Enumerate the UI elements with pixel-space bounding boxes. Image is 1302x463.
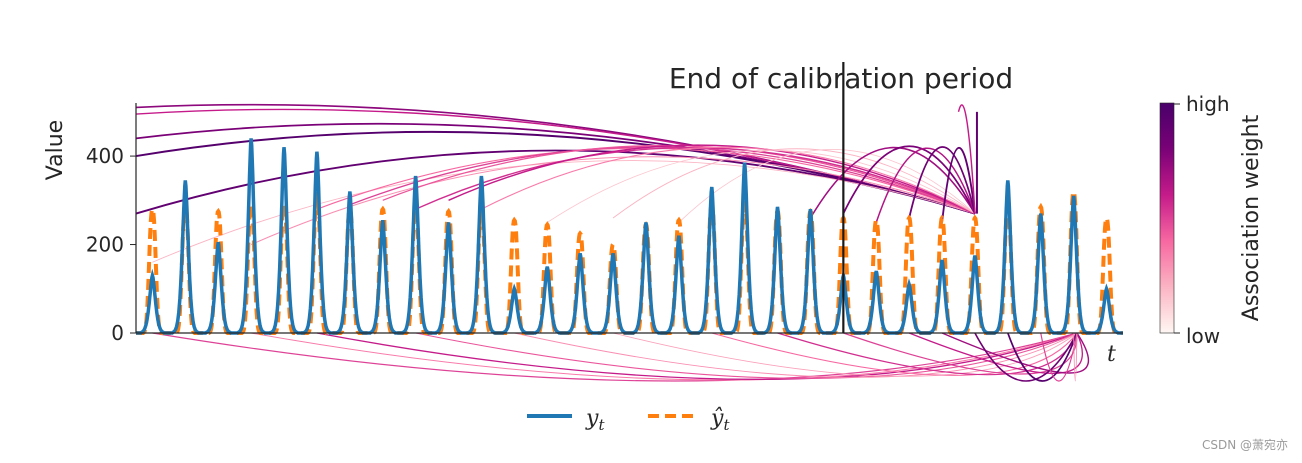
axes: 0 200 400 xyxy=(86,62,1123,345)
colorbar-bar xyxy=(1159,102,1175,334)
association-arc-top xyxy=(448,144,976,215)
association-arc-top xyxy=(612,148,976,219)
association-arc-top xyxy=(842,145,976,214)
association-arc-top xyxy=(678,149,976,223)
legend-label-yhat-sub: t xyxy=(723,416,730,434)
association-arc-top xyxy=(152,160,976,263)
association-arc-bottom xyxy=(316,332,1078,380)
association-arc-bottom xyxy=(415,332,1078,379)
colorbar-low-label: low xyxy=(1186,324,1220,348)
legend-label-y: yt xyxy=(585,406,605,434)
colorbar-label: Association weight xyxy=(1239,114,1264,321)
association-arc-top xyxy=(481,146,976,215)
association-arc-bottom xyxy=(251,332,1078,381)
legend-label-yhat: ŷt xyxy=(710,406,730,434)
association-arc-bottom xyxy=(908,332,1083,374)
series-lines xyxy=(136,138,1123,335)
legend: yt ŷt xyxy=(527,406,730,434)
colorbar-high-label: high xyxy=(1186,92,1230,116)
colorbar: high low Association weight xyxy=(1159,92,1264,348)
association-arcs xyxy=(135,103,1089,382)
association-arc-bottom xyxy=(514,332,1078,378)
association-arc-top xyxy=(316,147,976,215)
watermark: CSDN @萧宛亦 xyxy=(1202,437,1288,452)
legend-label-yhat-main: ŷ xyxy=(710,406,724,431)
association-arc-top xyxy=(135,103,976,215)
association-arc-bottom xyxy=(711,332,1078,376)
calibration-annotation: End of calibration period xyxy=(669,62,1013,95)
association-arc-top xyxy=(809,146,976,219)
association-arc-top xyxy=(250,156,976,246)
association-arc-bottom xyxy=(1007,332,1078,382)
y-tick-label: 200 xyxy=(86,233,124,257)
association-arc-top xyxy=(875,147,976,223)
association-arc-top xyxy=(349,146,976,215)
legend-label-y-sub: t xyxy=(598,416,605,434)
y-tick-label: 0 xyxy=(111,321,124,345)
association-arc-top xyxy=(941,146,976,223)
association-arc-top xyxy=(957,104,976,214)
association-arc-bottom xyxy=(974,332,1078,382)
association-arc-top xyxy=(547,149,976,223)
y-tick-label: 400 xyxy=(86,144,124,168)
association-arc-bottom xyxy=(1073,332,1078,382)
association-arc-top xyxy=(135,130,976,215)
association-arc-top xyxy=(908,146,976,219)
x-axis-label: t xyxy=(1107,342,1116,367)
y-axis-label: Value xyxy=(43,120,68,180)
association-arc-bottom xyxy=(1040,332,1078,382)
association-arc-bottom xyxy=(152,332,1078,382)
legend-label-y-main: y xyxy=(585,406,599,431)
association-arc-bottom xyxy=(612,332,1078,377)
